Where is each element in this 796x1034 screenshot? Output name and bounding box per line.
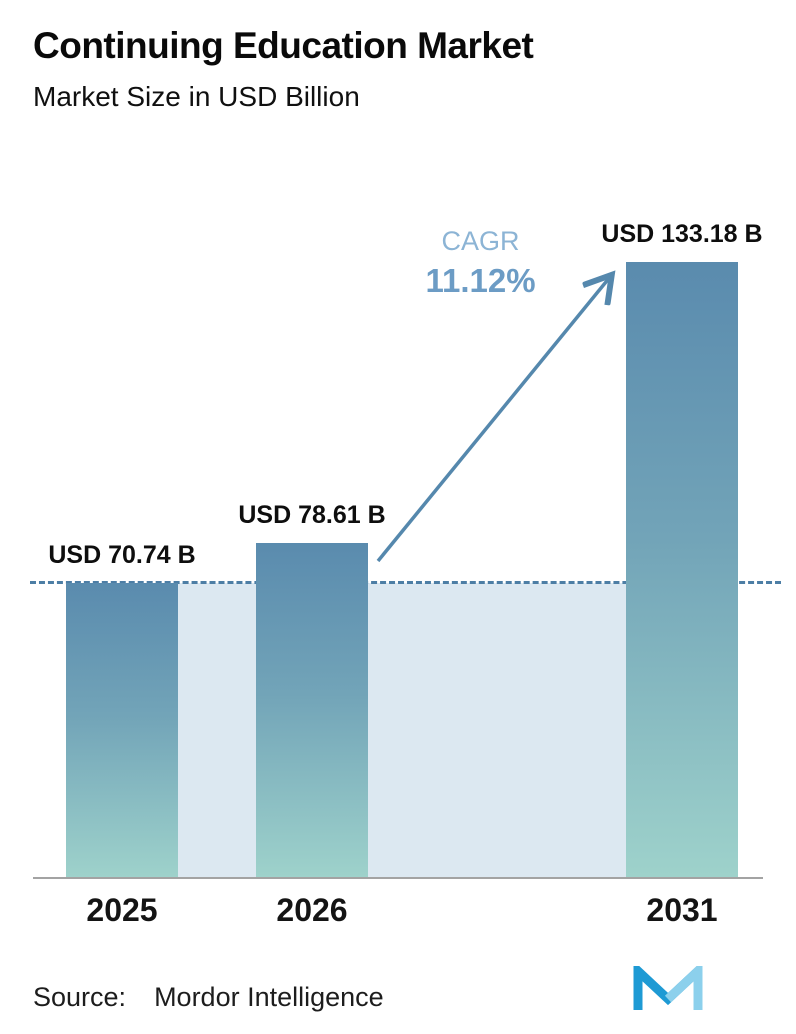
bar-value-label: USD 78.61 B bbox=[238, 501, 386, 529]
bar-group-2026: USD 78.61 B bbox=[212, 501, 412, 878]
source-value: Mordor Intelligence bbox=[154, 982, 384, 1012]
x-axis-label-2025: 2025 bbox=[86, 892, 158, 928]
chart-title: Continuing Education Market bbox=[33, 25, 534, 66]
x-axis-label-2031: 2031 bbox=[646, 892, 718, 928]
chart-subtitle: Market Size in USD Billion bbox=[33, 80, 360, 112]
chart-header: Continuing Education Market Market Size … bbox=[33, 25, 534, 113]
mordor-intelligence-logo bbox=[633, 966, 703, 1010]
x-axis-label-2026: 2026 bbox=[276, 892, 348, 928]
reference-dashed-line bbox=[30, 581, 781, 585]
bar-value-label: USD 133.18 B bbox=[601, 220, 763, 248]
bar-2031 bbox=[626, 262, 738, 878]
source-attribution: Source: Mordor Intelligence bbox=[33, 982, 384, 1013]
bar-group-2031: USD 133.18 B bbox=[582, 220, 782, 878]
cagr-label: CAGR bbox=[441, 226, 520, 256]
bar-value-label: USD 70.74 B bbox=[48, 541, 196, 569]
bar-group-2025: USD 70.74 B bbox=[22, 541, 222, 878]
x-axis-line bbox=[33, 877, 763, 879]
cagr-value: 11.12% bbox=[425, 262, 536, 299]
shaded-region bbox=[178, 583, 626, 878]
cagr-annotation: CAGR 11.12% bbox=[398, 226, 563, 300]
bar-2025 bbox=[66, 583, 178, 878]
source-label: Source: bbox=[33, 982, 127, 1012]
bar-2026 bbox=[256, 543, 368, 878]
